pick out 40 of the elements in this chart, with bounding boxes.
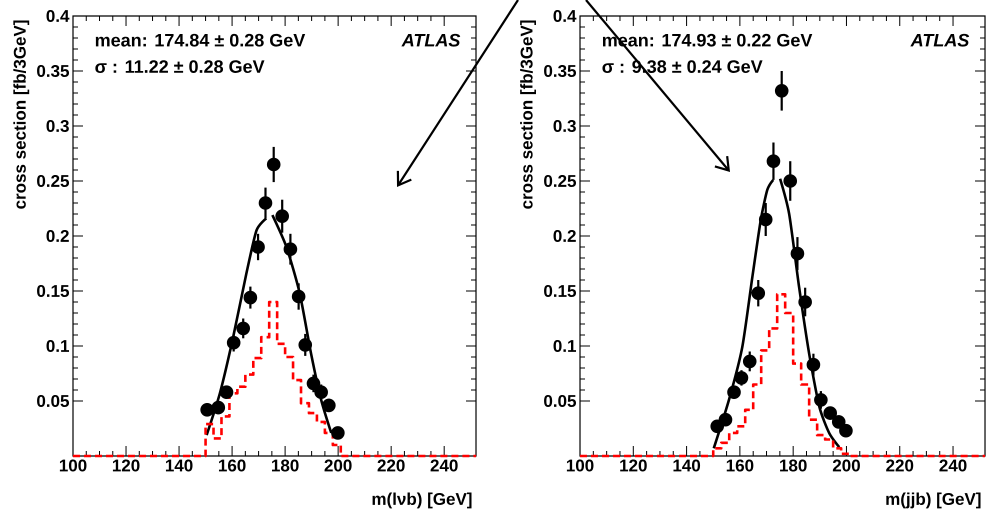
x-tick-label: 180: [780, 460, 807, 472]
y-tick-label: 0.4: [554, 10, 576, 22]
x-axis-title: m(lνb) [GeV]: [372, 492, 472, 508]
y-tick-label: 0.1: [554, 340, 576, 352]
y-tick-label: 0.05: [544, 394, 576, 408]
x-tick-label: 180: [272, 460, 299, 472]
y-tick-label: 0.15: [544, 284, 576, 298]
annotation: ATLAS: [910, 34, 970, 47]
x-tick-label: 100: [566, 460, 594, 472]
x-tick-label: 240: [430, 460, 458, 472]
y-tick-label: 0.25: [37, 174, 70, 188]
y-tick-label: 0.15: [37, 284, 70, 298]
x-tick-label: 220: [378, 460, 405, 472]
x-tick-label: 120: [620, 460, 647, 472]
x-tick-label: 100: [60, 460, 86, 472]
y-tick-label: 0.3: [554, 120, 576, 132]
y-tick-label: 0.2: [554, 230, 576, 242]
annotation: σ : 11.22 ± 0.28 GeV: [95, 60, 264, 73]
y-axis-title: cross section [fb/3GeV]: [520, 20, 536, 209]
x-tick-label: 160: [726, 460, 754, 472]
y-tick-label: 0.35: [544, 64, 576, 78]
y-tick-label: 0.2: [46, 230, 69, 242]
x-tick-label: 200: [324, 460, 352, 472]
x-tick-label: 200: [832, 460, 860, 472]
annotation: mean: 174.84 ± 0.28 GeV: [96, 34, 306, 47]
x-tick-label: 220: [886, 460, 914, 472]
y-tick-label: 0.1: [46, 340, 70, 352]
x-tick-label: 240: [939, 460, 967, 472]
y-tick-label: 0.3: [46, 120, 69, 132]
y-tick-label: 0.4: [46, 10, 70, 22]
x-tick-label: 140: [166, 460, 193, 472]
x-axis-title: m(jjb) [GeV]: [886, 492, 981, 508]
annotation: ATLAS: [401, 34, 460, 47]
y-tick-label: 0.35: [37, 64, 70, 78]
y-axis-title: cross section [fb/3GeV]: [13, 20, 30, 209]
y-tick-label: 0.05: [37, 394, 70, 408]
y-tick-label: 0.25: [544, 174, 576, 188]
x-tick-label: 120: [112, 460, 140, 472]
x-tick-label: 140: [673, 460, 700, 472]
x-tick-label: 160: [218, 460, 246, 472]
